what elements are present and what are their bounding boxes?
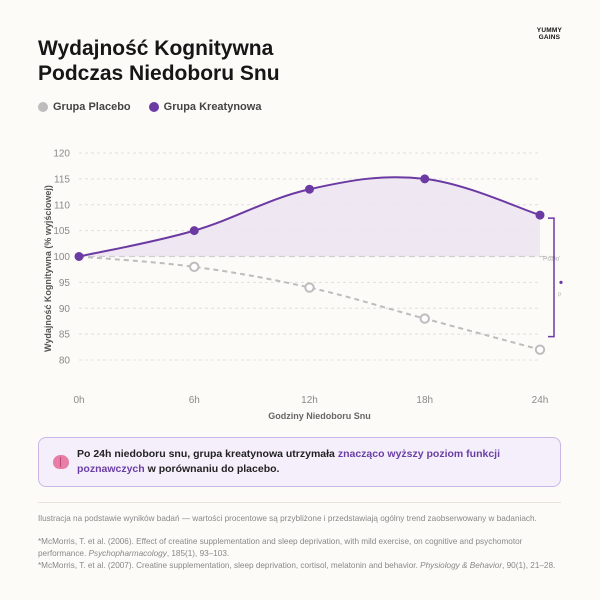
creatine-point [305, 184, 314, 194]
creatine-point [189, 226, 199, 236]
chart-legend: Grupa Placebo Grupa Kreatynowa [38, 101, 261, 113]
placebo-line [78, 255, 541, 351]
callout-text-before: Po 24h niedoboru snu, grupa kreatynowa u… [77, 448, 338, 460]
creatine-area [79, 177, 540, 257]
y-tick-label: 85 [59, 330, 71, 341]
reference-2-journal: Physiology & Behavior [420, 561, 503, 570]
placebo-point [534, 344, 546, 355]
callout-text-after: w porównaniu do placebo. [144, 463, 280, 475]
difference-bracket [548, 217, 555, 338]
title-line-1: Wydajność Kognitywna [38, 37, 274, 60]
brand-line-1: YUMMY [536, 27, 562, 34]
placebo-point [419, 313, 430, 324]
x-tick-label: 18h [416, 395, 433, 406]
brand-logo: YUMMY GAINS [537, 27, 562, 41]
reference-1: *McMorris, T. et al. (2006). Effect of c… [38, 536, 561, 560]
brain-icon [53, 455, 69, 469]
placebo-point [189, 261, 200, 273]
creatine-point [535, 210, 545, 220]
creatine-dot-icon [148, 102, 159, 112]
x-tick-label: 24h [532, 395, 549, 406]
baseline-label: Pozio [543, 256, 560, 263]
bracket-marker [559, 280, 563, 284]
illustration-note: Ilustracja na podstawie wyników badań — … [38, 514, 537, 523]
x-tick-label: 0h [73, 395, 84, 406]
callout-text: Po 24h niedoboru snu, grupa kreatynowa u… [77, 447, 546, 477]
title-line-2: Podczas Niedoboru Snu [38, 62, 280, 85]
bracket-annotation: p [558, 292, 561, 298]
reference-1-main: *McMorris, T. et al. (2006). Effect of c… [38, 537, 523, 558]
y-tick-label: 90 [59, 304, 71, 315]
summary-callout: Po 24h niedoboru snu, grupa kreatynowa u… [38, 437, 561, 487]
placebo-dot-icon [38, 102, 48, 112]
y-tick-label: 100 [53, 252, 70, 263]
y-tick-label: 105 [53, 226, 70, 237]
reference-2: *McMorris, T. et al. (2007). Creatine su… [38, 560, 561, 572]
y-tick-label: 120 [53, 149, 70, 160]
y-tick-label: 80 [59, 356, 71, 367]
y-tick-label: 110 [54, 200, 70, 211]
legend-label-creatine: Grupa Kreatynowa [163, 101, 262, 113]
x-tick-label: 6h [189, 395, 200, 406]
line-chart: 120 115 110 105 100 95 90 85 80 0h 6h 12h 18h 24h Godz… [43, 149, 563, 421]
callout-highlight: znacząco wyższy poziom funkcji poznawczy… [77, 448, 501, 475]
placebo-point [304, 282, 315, 293]
x-tick-label: 12h [301, 395, 318, 406]
reference-2-main: *McMorris, T. et al. (2007). Creatine su… [38, 561, 421, 570]
y-tick-label: 115 [54, 174, 70, 185]
reference-1-journal: Psychopharmacology [88, 549, 167, 558]
reference-1-tail: , 185(1), 93–103. [166, 549, 230, 558]
creatine-point [74, 252, 84, 261]
y-tick-label: 95 [59, 278, 71, 289]
legend-item-creatine: Grupa Kreatynowa [148, 101, 262, 113]
x-axis-label: Godziny Niedoboru Snu [268, 411, 371, 421]
reference-2-tail: , 90(1), 21–28. [502, 561, 556, 570]
legend-label-placebo: Grupa Placebo [53, 101, 131, 113]
page-title: Wydajność Kognitywna Podczas Niedoboru S… [38, 36, 358, 86]
y-axis-label: Wydajność Kognitywna (% wyjściowej) [43, 185, 53, 352]
divider [38, 502, 561, 503]
legend-item-placebo: Grupa Placebo [38, 101, 131, 113]
creatine-point [420, 174, 430, 184]
brand-line-2: GAINS [538, 34, 561, 41]
